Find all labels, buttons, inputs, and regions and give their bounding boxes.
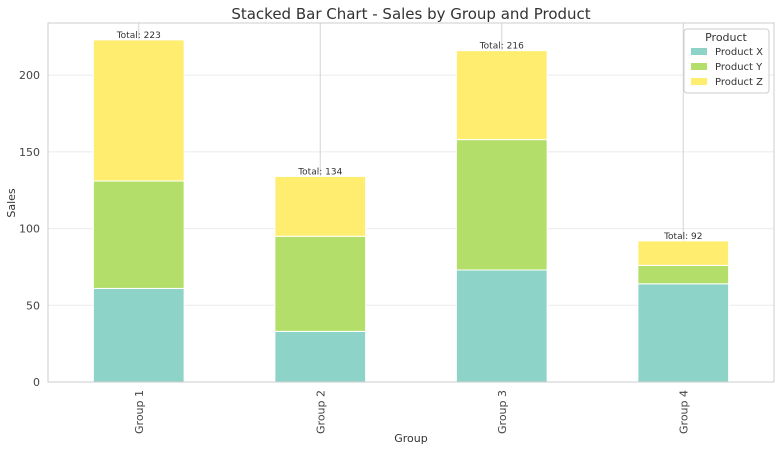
total-label: Total: 223 bbox=[116, 31, 161, 41]
y-axis-label: Sales bbox=[5, 188, 18, 218]
bar-segment bbox=[637, 283, 730, 383]
plot-frame bbox=[47, 22, 775, 383]
legend-label: Product X bbox=[715, 47, 763, 58]
total-labels: Total: 223 Total: 134 Total: 216 Total: 92 bbox=[116, 31, 703, 242]
x-axis-label: Group bbox=[394, 432, 428, 445]
legend-swatch bbox=[691, 48, 707, 55]
bar-segment bbox=[92, 180, 185, 289]
x-tick-label: Group 3 bbox=[496, 390, 509, 434]
legend-label: Product Z bbox=[715, 77, 763, 88]
bar-segment bbox=[92, 39, 185, 182]
total-label: Total: 134 bbox=[297, 167, 342, 177]
total-label: Total: 216 bbox=[479, 42, 524, 52]
y-tick-label: 0 bbox=[33, 376, 40, 389]
bar-segment bbox=[455, 139, 548, 271]
x-tick-label: Group 1 bbox=[133, 390, 146, 434]
x-tick-label: Group 2 bbox=[314, 390, 327, 434]
legend-swatch bbox=[691, 78, 707, 85]
y-tick-label: 100 bbox=[19, 223, 40, 236]
bar-segment bbox=[274, 235, 367, 332]
legend-swatch bbox=[691, 63, 707, 70]
bar-segment bbox=[455, 269, 548, 383]
bar-segment bbox=[274, 175, 367, 237]
y-tick-label: 200 bbox=[19, 69, 40, 82]
bar-segment bbox=[455, 50, 548, 141]
legend-box bbox=[683, 28, 770, 94]
y-tick-label: 150 bbox=[19, 146, 40, 159]
y-tick-label: 50 bbox=[26, 299, 40, 312]
x-tick-label: Group 4 bbox=[677, 390, 690, 434]
x-axis-ticks: Group 1 Group 2 Group 3 Group 4 bbox=[133, 390, 691, 434]
bar-segment bbox=[637, 240, 730, 266]
chart-title: Stacked Bar Chart - Sales by Group and P… bbox=[231, 5, 590, 23]
bar-segment bbox=[92, 287, 185, 383]
bars-layer bbox=[92, 39, 730, 383]
bar-segment bbox=[274, 330, 367, 383]
legend-label: Product Y bbox=[715, 62, 763, 73]
total-label: Total: 92 bbox=[663, 232, 702, 242]
legend-title: Product bbox=[705, 31, 747, 44]
legend: Product Product X Product Y Product Z bbox=[683, 28, 770, 94]
bar-segment bbox=[637, 264, 730, 285]
y-axis-ticks: 0 50 100 150 200 bbox=[19, 69, 40, 389]
